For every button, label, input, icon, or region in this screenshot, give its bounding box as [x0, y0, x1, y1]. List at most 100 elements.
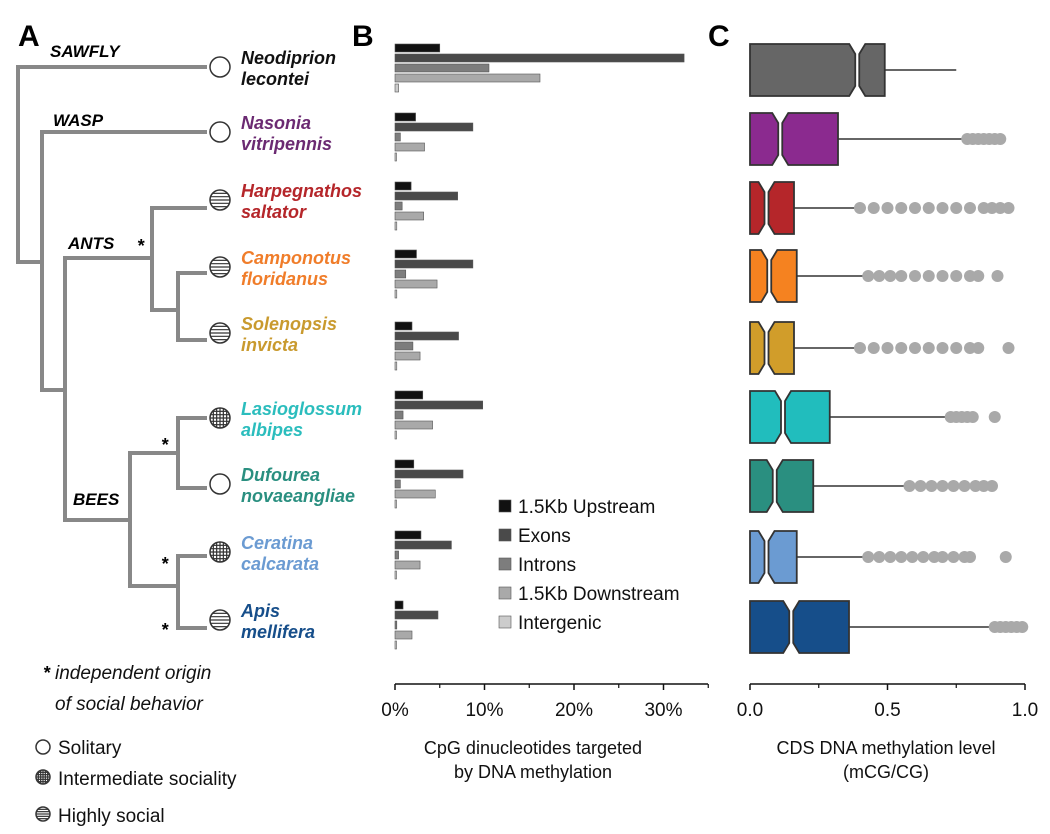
box-outlier — [862, 270, 875, 282]
box-body — [749, 43, 886, 97]
species-epithet-label: mellifera — [241, 622, 315, 642]
boxplot-chart — [749, 43, 1029, 654]
box-outlier — [873, 551, 886, 563]
species-epithet-label: invicta — [241, 335, 298, 355]
legend-swatch — [498, 499, 512, 513]
box-outlier — [986, 480, 998, 492]
species-genus-label: Dufourea — [241, 465, 320, 485]
bar — [394, 600, 404, 610]
solitary-symbol-icon — [209, 56, 231, 78]
box-plot — [749, 249, 1004, 303]
bar — [394, 361, 398, 371]
box-outlier — [922, 342, 935, 354]
bar-group — [394, 112, 474, 162]
bar — [394, 410, 404, 420]
box-outlier — [936, 202, 949, 214]
species-epithet-label: saltator — [241, 202, 307, 222]
bar — [394, 83, 399, 93]
box-outlier — [964, 551, 976, 563]
box-outlier — [867, 342, 880, 354]
box-plot — [749, 181, 1015, 235]
bar-x-axis-label-line-2: by DNA methylation — [454, 762, 612, 782]
box-outlier — [884, 551, 897, 563]
box-plot — [749, 530, 1012, 584]
bar — [394, 610, 439, 620]
origin-marker: * — [161, 435, 169, 455]
group-label-bees: BEES — [73, 490, 120, 509]
bar — [394, 259, 474, 269]
box-x-axis-label-line-2: (mCG/CG) — [843, 762, 929, 782]
bar-chart — [394, 43, 685, 650]
species-genus-label: Nasonia — [241, 113, 311, 133]
bar — [394, 570, 397, 580]
species-epithet-label: albipes — [241, 420, 303, 440]
solitary-symbol-icon — [209, 473, 231, 495]
bar — [394, 640, 397, 650]
bar — [394, 53, 685, 63]
box-plot — [749, 321, 1015, 375]
box-outlier — [895, 202, 908, 214]
panel-label-c: C — [708, 20, 730, 53]
species-genus-label: Lasioglossum — [241, 399, 362, 419]
box-outlier — [862, 551, 875, 563]
bar — [394, 289, 398, 299]
group-label-sawfly: SAWFLY — [50, 42, 121, 61]
intermediate-sociality-symbol-icon — [35, 769, 51, 785]
species-epithet-label: vitripennis — [241, 134, 332, 154]
box-outlier — [922, 202, 935, 214]
species-epithet-label: lecontei — [241, 69, 310, 89]
bar — [394, 191, 458, 201]
box-body — [749, 112, 839, 166]
bar — [394, 469, 464, 479]
origin-marker: * — [161, 620, 169, 640]
origin-marker: * — [137, 236, 145, 256]
species-epithet-label: novaeangliae — [241, 486, 355, 506]
box-x-tick-label: 0.5 — [874, 700, 900, 721]
bar — [394, 459, 415, 469]
bar — [394, 181, 412, 191]
intermediate-symbol-icon — [209, 541, 231, 563]
box-body — [749, 321, 795, 375]
box-plot — [749, 112, 1007, 166]
box-outlier — [922, 270, 935, 282]
bar — [394, 221, 398, 231]
box-x-ticks: 0.0 0.5 1.0 — [737, 684, 1038, 721]
species-genus-label: Solenopsis — [241, 314, 337, 334]
sociality-symbols — [209, 56, 231, 631]
box-outlier — [972, 270, 985, 282]
legend-entry: Introns — [518, 555, 576, 576]
bar — [394, 201, 403, 211]
box-outlier — [867, 202, 880, 214]
bar — [394, 550, 399, 560]
box-body — [749, 181, 795, 235]
legend-intermediate: Intermediate sociality — [58, 769, 237, 790]
box-outlier — [903, 480, 916, 492]
bar — [394, 112, 416, 122]
bar-group — [394, 459, 464, 509]
box-x-tick-label: 1.0 — [1012, 700, 1038, 721]
box-outlier — [854, 342, 866, 354]
legend-highly-social: Highly social — [58, 806, 165, 827]
box-plot — [749, 600, 1029, 654]
bar — [394, 560, 421, 570]
group-label-ants: ANTS — [67, 234, 115, 253]
box-body — [749, 459, 815, 513]
bar-x-tick-label: 10% — [465, 700, 503, 721]
box-outlier — [936, 342, 949, 354]
solitary-symbol-icon — [209, 121, 231, 143]
box-body — [749, 600, 850, 654]
box-outlier — [964, 202, 976, 214]
highly-social-symbol — [35, 806, 51, 822]
box-plot — [749, 459, 998, 513]
bar — [394, 530, 422, 540]
box-body — [749, 530, 798, 584]
high-symbol-icon — [209, 256, 231, 278]
solitary-symbol-icon — [35, 739, 51, 755]
bar — [394, 249, 417, 259]
bar-group — [394, 600, 439, 650]
bar — [394, 63, 490, 73]
bar — [394, 351, 421, 361]
bar-group — [394, 249, 474, 299]
box-outlier — [950, 270, 963, 282]
bar-x-tick-label: 30% — [644, 700, 682, 721]
